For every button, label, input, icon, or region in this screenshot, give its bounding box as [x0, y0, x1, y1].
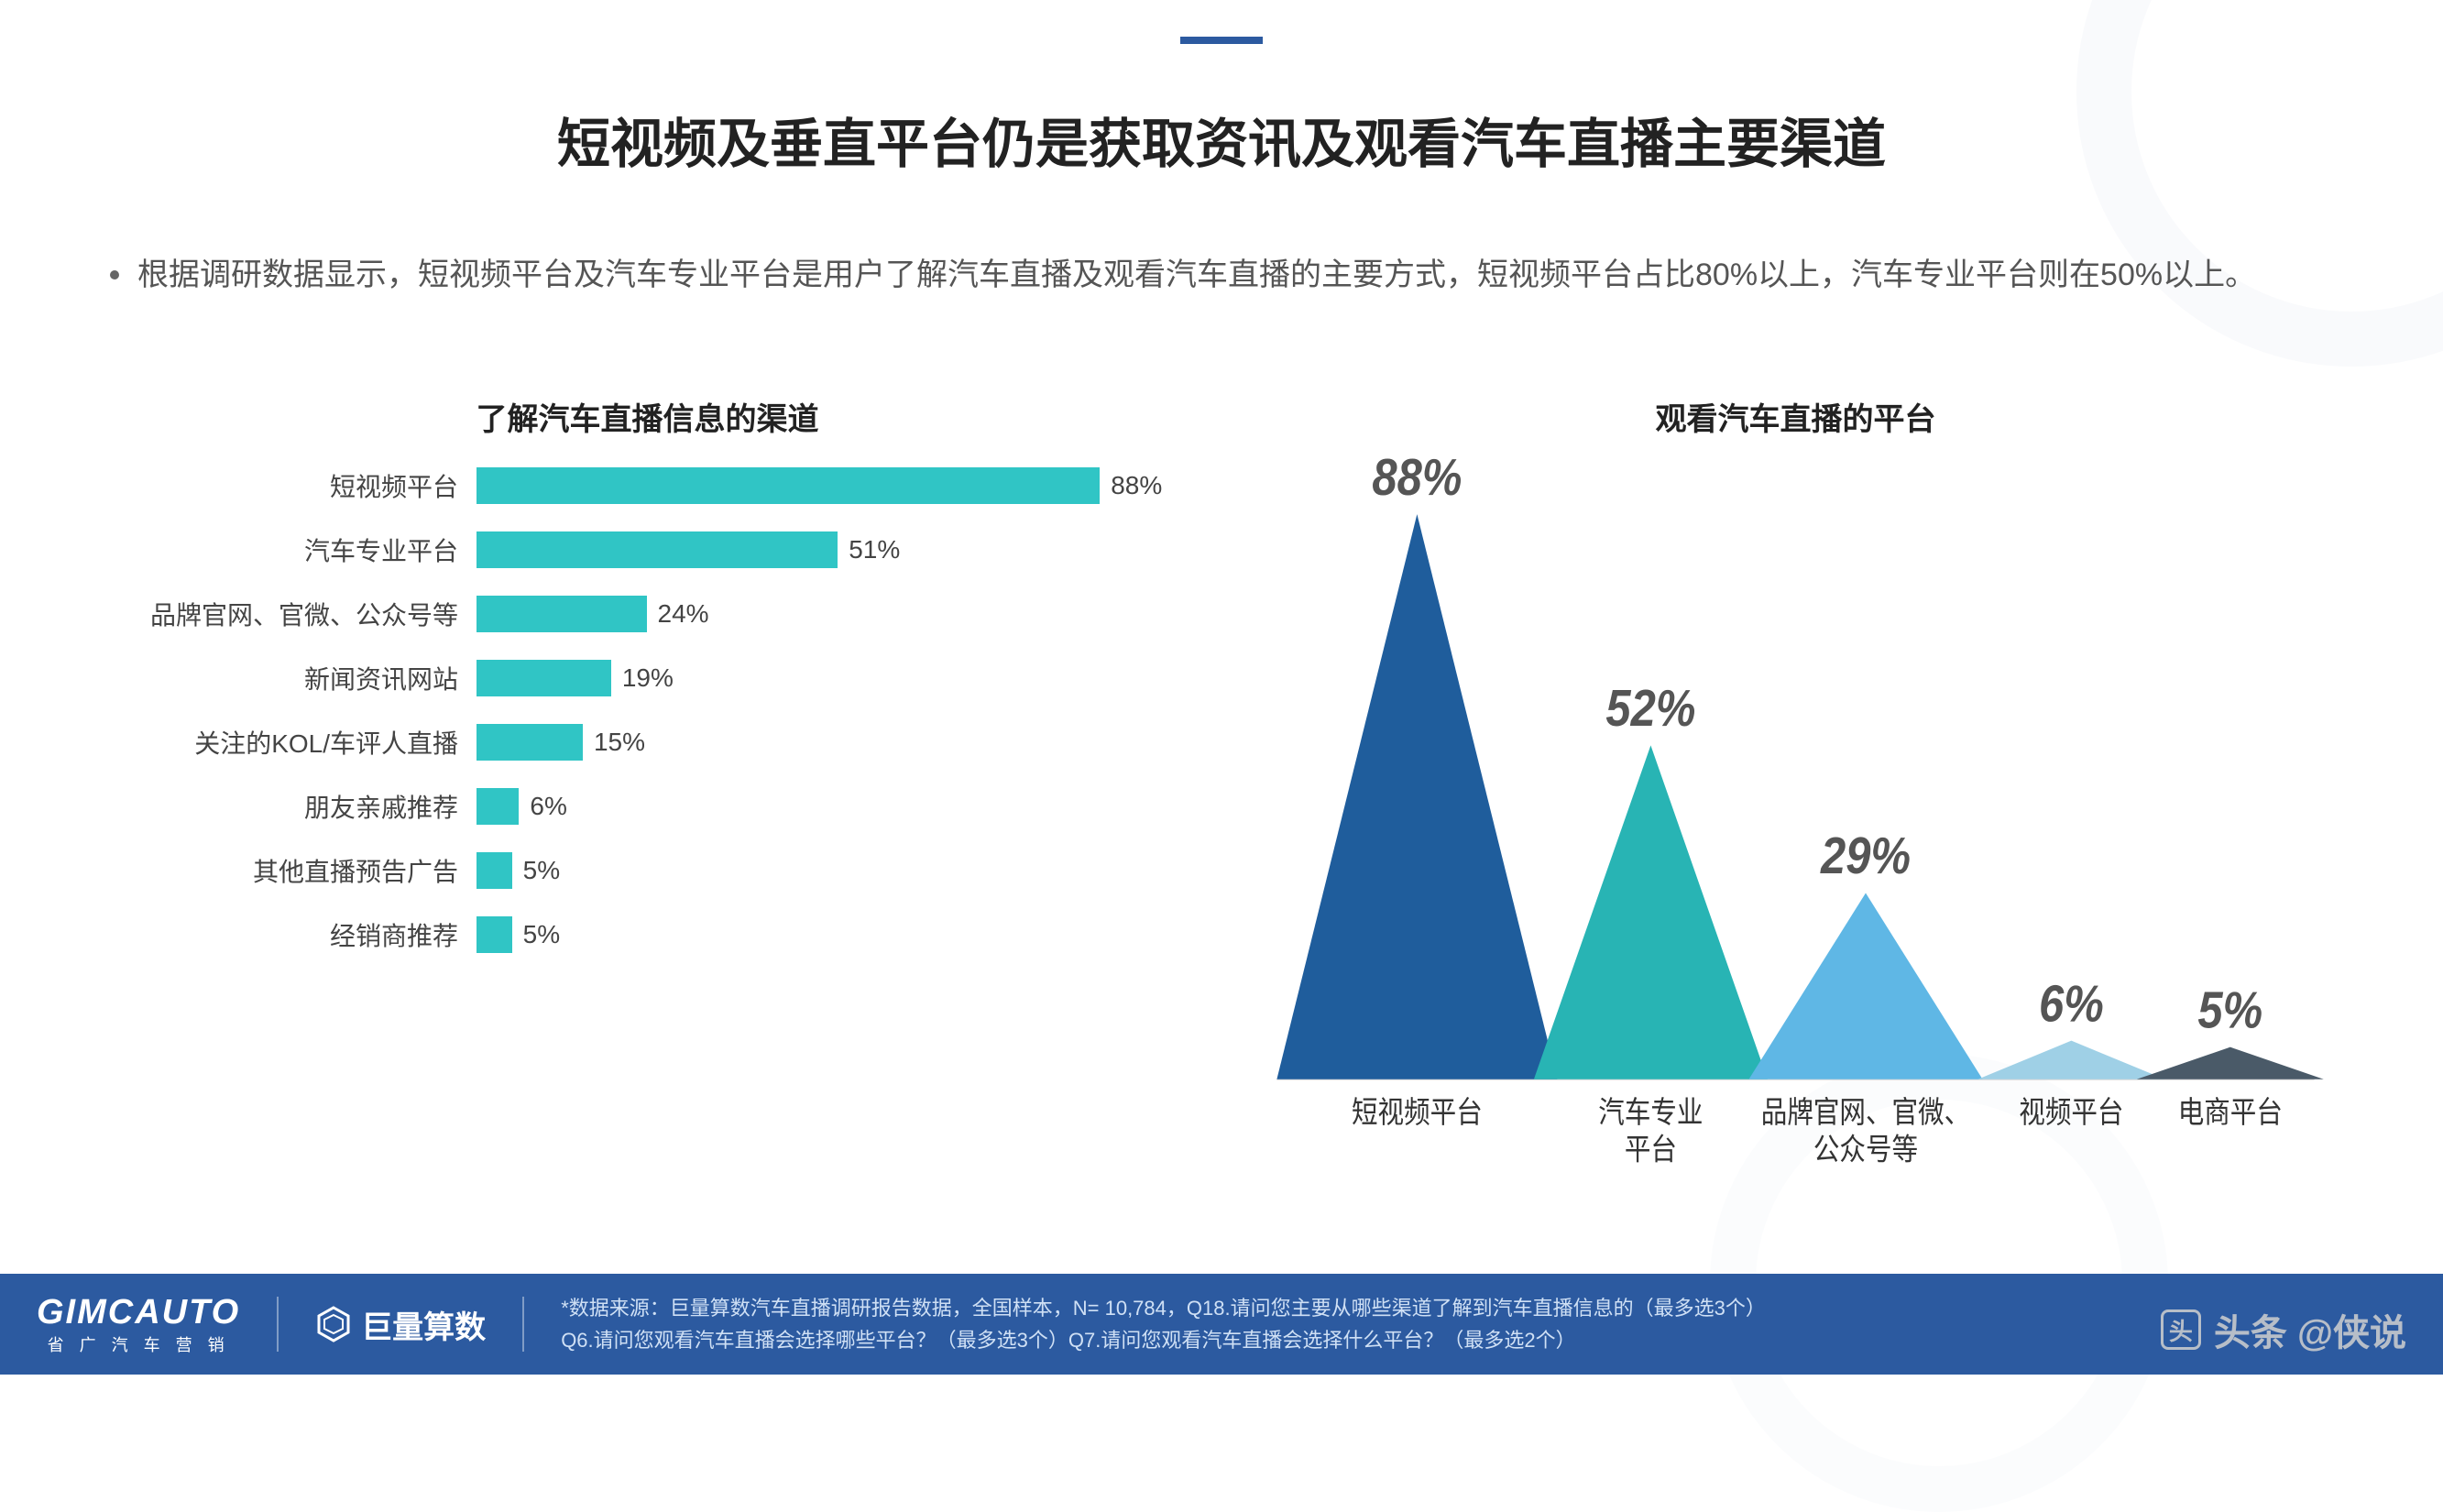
- bar-row: 关注的KOL/车评人直播 15%: [110, 724, 1185, 761]
- triangle-value: 5%: [2197, 981, 2262, 1039]
- triangle-chart-plot: 88% 短视频平台 52% 汽车专业平台 29% 品牌官网、官微、公众号等 6% 视频平台 5%…: [1258, 449, 2333, 1210]
- bar-track: 5%: [477, 916, 1185, 953]
- bar-value: 88%: [1111, 471, 1162, 500]
- triangle: [1276, 514, 1557, 1079]
- bar-track: 15%: [477, 724, 1185, 761]
- bar-label: 品牌官网、官微、公众号等: [110, 596, 458, 632]
- bar-value: 6%: [530, 792, 566, 821]
- bar-label: 汽车专业平台: [110, 531, 458, 568]
- slide: 短视频及垂直平台仍是获取资讯及观看汽车直播主要渠道 根据调研数据显示，短视频平台…: [0, 0, 2443, 1375]
- logo-gimcauto: GIMCAUTO 省 广 汽 车 营 销: [37, 1293, 240, 1356]
- bar-value: 5%: [523, 856, 560, 885]
- footer-source: *数据来源：巨量算数汽车直播调研报告数据，全国样本，N= 10,784，Q18.…: [561, 1292, 2406, 1356]
- bar-row: 朋友亲戚推荐 6%: [110, 788, 1185, 825]
- triangle-chart: 观看汽车直播的平台 88% 短视频平台 52% 汽车专业平台 29% 品牌官网、官微、公众…: [1258, 394, 2333, 1210]
- triangle-label: 汽车专业: [1598, 1095, 1703, 1130]
- charts-row: 了解汽车直播信息的渠道 短视频平台 88% 汽车专业平台 51% 品牌官网、官微、公众号…: [110, 394, 2333, 1210]
- bar-row: 新闻资讯网站 19%: [110, 660, 1185, 696]
- bar-value: 5%: [523, 920, 560, 949]
- bar-track: 6%: [477, 788, 1185, 825]
- triangle-value: 52%: [1605, 680, 1695, 738]
- bar-label: 经销商推荐: [110, 916, 458, 953]
- bg-circle: [2076, 0, 2443, 367]
- bar-track: 5%: [477, 852, 1185, 889]
- bar-chart-plot: 短视频平台 88% 汽车专业平台 51% 品牌官网、官微、公众号等 24% 新闻资讯网站 19…: [110, 467, 1185, 1210]
- bar-value: 24%: [658, 599, 709, 629]
- intro-text: 根据调研数据显示，短视频平台及汽车专业平台是用户了解汽车直播及观看汽车直播的主要…: [137, 257, 2256, 292]
- triangle: [1534, 745, 1768, 1079]
- bar-fill: [477, 852, 512, 889]
- bar-label: 短视频平台: [110, 467, 458, 504]
- bar-track: 19%: [477, 660, 1185, 696]
- bar-row: 经销商推荐 5%: [110, 916, 1185, 953]
- triangle: [2137, 1047, 2324, 1079]
- bar-label: 朋友亲戚推荐: [110, 788, 458, 825]
- slide-title: 短视频及垂直平台仍是获取资讯及观看汽车直播主要渠道: [0, 101, 2443, 178]
- source-line-2: Q6.请问您观看汽车直播会选择哪些平台？（最多选3个）Q7.请问您观看汽车直播会…: [561, 1324, 2406, 1356]
- bar-fill: [477, 916, 512, 953]
- triangle: [1749, 893, 1983, 1079]
- bar-track: 88%: [477, 467, 1185, 504]
- bar-row: 汽车专业平台 51%: [110, 531, 1185, 568]
- triangle-value: 6%: [2039, 975, 2104, 1033]
- logo-gimcauto-sub: 省 广 汽 车 营 销: [48, 1332, 230, 1356]
- bar-fill: [477, 660, 611, 696]
- bar-chart-title: 了解汽车直播信息的渠道: [110, 394, 1185, 439]
- title-accent-bar: [1180, 37, 1263, 44]
- footer-divider: [277, 1297, 279, 1352]
- triangle-label: 公众号等: [1813, 1132, 1918, 1167]
- toutiao-icon: 头: [2161, 1309, 2201, 1350]
- watermark-text: 头条 @侠说: [2214, 1303, 2406, 1356]
- logo-juliang: 巨量算数: [315, 1302, 486, 1347]
- bullet-dot-icon: [110, 270, 119, 279]
- triangle: [1977, 1041, 2164, 1079]
- triangle-value: 29%: [1820, 827, 1911, 885]
- logo-gimcauto-text: GIMCAUTO: [37, 1293, 240, 1332]
- bar-row: 其他直播预告广告 5%: [110, 852, 1185, 889]
- bar-label: 关注的KOL/车评人直播: [110, 724, 458, 761]
- bar-row: 品牌官网、官微、公众号等 24%: [110, 596, 1185, 632]
- triangle-value: 88%: [1372, 449, 1462, 507]
- bar-fill: [477, 467, 1100, 504]
- bar-track: 51%: [477, 531, 1185, 568]
- watermark: 头 头条 @侠说: [2161, 1303, 2406, 1356]
- source-line-1: *数据来源：巨量算数汽车直播调研报告数据，全国样本，N= 10,784，Q18.…: [561, 1292, 2406, 1324]
- bar-track: 24%: [477, 596, 1185, 632]
- bar-label: 新闻资讯网站: [110, 660, 458, 696]
- bar-chart: 了解汽车直播信息的渠道 短视频平台 88% 汽车专业平台 51% 品牌官网、官微、公众号…: [110, 394, 1185, 1210]
- hexagon-icon: [315, 1306, 352, 1342]
- intro-paragraph: 根据调研数据显示，短视频平台及汽车专业平台是用户了解汽车直播及观看汽车直播的主要…: [110, 247, 2333, 303]
- bar-fill: [477, 724, 583, 761]
- bar-fill: [477, 596, 647, 632]
- bar-fill: [477, 788, 519, 825]
- triangle-label: 视频平台: [2019, 1095, 2123, 1130]
- footer-divider: [522, 1297, 524, 1352]
- logo-juliang-text: 巨量算数: [361, 1302, 486, 1347]
- triangle-svg: 88% 短视频平台 52% 汽车专业平台 29% 品牌官网、官微、公众号等 6% 视频平台 5%…: [1258, 449, 2333, 1210]
- footer-bar: GIMCAUTO 省 广 汽 车 营 销 巨量算数 *数据来源：巨量算数汽车直播…: [0, 1274, 2443, 1375]
- bar-fill: [477, 531, 838, 568]
- triangle-label: 电商平台: [2178, 1095, 2283, 1130]
- triangle-label: 品牌官网、官微、: [1761, 1095, 1970, 1130]
- triangle-label: 短视频平台: [1352, 1095, 1483, 1130]
- bar-value: 15%: [594, 728, 645, 757]
- triangle-label: 平台: [1625, 1132, 1677, 1167]
- bar-value: 51%: [849, 535, 900, 564]
- bar-row: 短视频平台 88%: [110, 467, 1185, 504]
- bar-label: 其他直播预告广告: [110, 852, 458, 889]
- triangle-chart-title: 观看汽车直播的平台: [1258, 394, 2333, 439]
- bar-value: 19%: [622, 663, 674, 693]
